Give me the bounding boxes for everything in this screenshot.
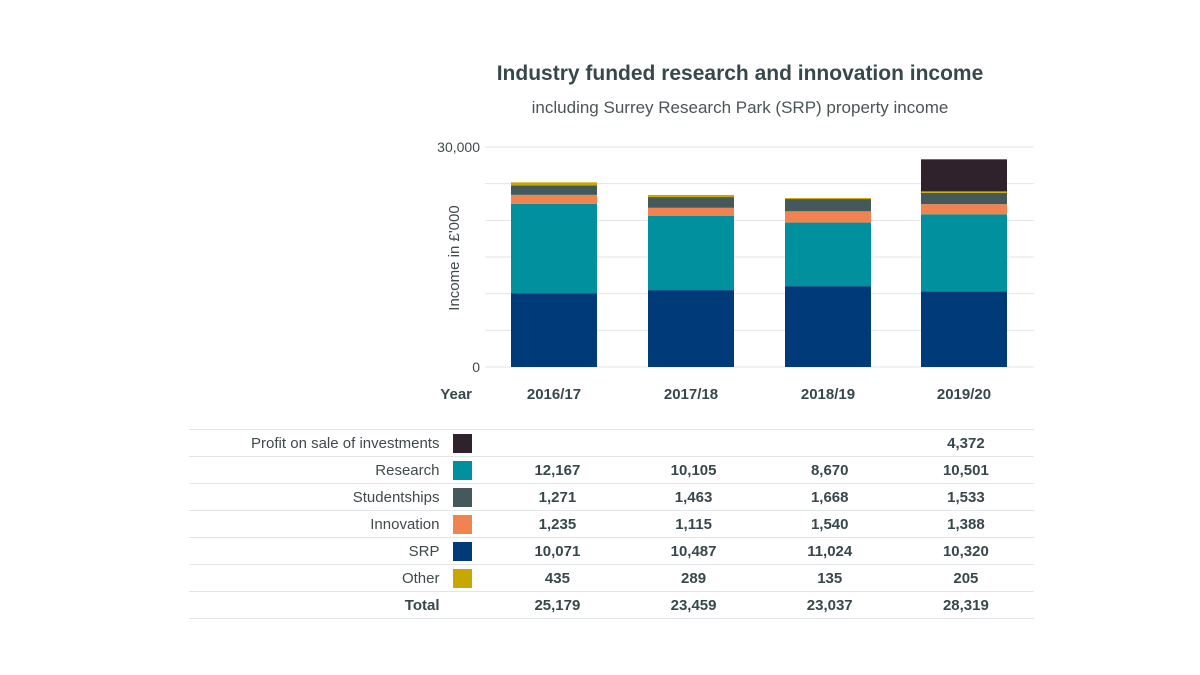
x-axis-label: Year	[440, 386, 472, 403]
bar-innovation-2016-17	[511, 194, 597, 204]
bar-srp-2016-17	[511, 293, 597, 367]
stacked-bar-chart: 30,000 0 Income in £'000 Year 2016/17 201…	[437, 139, 1034, 403]
row-label: Total	[189, 591, 452, 619]
legend-swatch-cell	[451, 564, 490, 592]
data-label: 10,320	[897, 537, 1034, 565]
row-label: Profit on sale of investments	[189, 429, 452, 457]
bar-profit-on-sale-of-investments-2019-20	[921, 159, 1007, 192]
y-axis-label: Income in £'000	[446, 205, 463, 310]
data-label: 435	[489, 564, 626, 592]
bar-other-2017-18	[648, 194, 734, 198]
data-label: 23,037	[761, 591, 898, 619]
bar-research-2019-20	[921, 214, 1007, 292]
data-label: 1,115	[625, 510, 762, 538]
legend-swatch	[453, 433, 473, 453]
row-label: Innovation	[189, 510, 452, 538]
data-label: 1,271	[489, 483, 626, 511]
data-label: 23,459	[625, 591, 762, 619]
row-label: Other	[189, 564, 452, 592]
bar-research-2018-19	[785, 222, 871, 287]
y-tick-zero: 0	[472, 359, 480, 375]
row-label: SRP	[189, 537, 452, 565]
data-label	[489, 429, 626, 457]
data-label: 12,167	[489, 456, 626, 484]
bar-innovation-2018-19	[785, 211, 871, 223]
legend-swatch	[453, 541, 473, 561]
table-row: Research 12,167 10,105 8,670 10,501	[189, 456, 1034, 484]
table-row: Studentships 1,271 1,463 1,668 1,533	[189, 483, 1034, 511]
bar-innovation-2019-20	[921, 204, 1007, 215]
legend-swatch-cell	[451, 483, 490, 511]
data-label: 1,388	[897, 510, 1034, 538]
legend-swatch	[453, 487, 473, 507]
data-label: 10,105	[625, 456, 762, 484]
legend-swatch-cell	[451, 510, 490, 538]
x-tick-label: 2018/19	[801, 386, 855, 403]
bar-studentships-2018-19	[785, 199, 871, 212]
data-label: 1,533	[897, 483, 1034, 511]
bar-research-2016-17	[511, 203, 597, 294]
bar-other-2019-20	[921, 191, 1007, 193]
x-tick-label: 2016/17	[527, 386, 581, 403]
table-row: Innovation 1,235 1,115 1,540 1,388	[189, 510, 1034, 538]
data-label: 1,463	[625, 483, 762, 511]
data-label: 10,071	[489, 537, 626, 565]
legend-swatch	[453, 514, 473, 534]
legend-swatch-cell	[451, 456, 490, 484]
data-label: 289	[625, 564, 762, 592]
bar-studentships-2019-20	[921, 192, 1007, 205]
bar-research-2017-18	[648, 215, 734, 291]
data-label: 1,235	[489, 510, 626, 538]
data-label: 4,372	[897, 429, 1034, 457]
table-row-total: Total 25,179 23,459 23,037 28,319	[189, 591, 1034, 619]
table-row: Other 435 289 135 205	[189, 564, 1034, 592]
row-label: Research	[189, 456, 452, 484]
x-tick-label: 2019/20	[937, 386, 991, 403]
legend-swatch-cell	[451, 429, 490, 457]
chart-title: Industry funded research and innovation …	[496, 62, 984, 85]
legend-swatch-cell	[451, 591, 490, 619]
bar-srp-2018-19	[785, 286, 871, 367]
x-tick-labels: 2016/17 2017/18 2018/19 2019/20	[527, 386, 991, 403]
legend-swatch-cell	[451, 537, 490, 565]
bar-innovation-2017-18	[648, 207, 734, 216]
y-tick-max: 30,000	[437, 139, 480, 155]
bar-srp-2019-20	[921, 291, 1007, 367]
bars	[511, 159, 1007, 367]
data-label: 205	[897, 564, 1034, 592]
chart-subtitle: including Surrey Research Park (SRP) pro…	[531, 98, 949, 117]
bar-srp-2017-18	[648, 290, 734, 367]
row-label: Studentships	[189, 483, 452, 511]
table-row: SRP 10,071 10,487 11,024 10,320	[189, 537, 1034, 565]
data-table: Profit on sale of investments 4,372 Resear…	[189, 429, 1034, 619]
bar-studentships-2016-17	[511, 185, 597, 195]
data-label: 1,540	[761, 510, 898, 538]
table-row: Profit on sale of investments 4,372	[189, 429, 1034, 457]
bar-studentships-2017-18	[648, 197, 734, 208]
data-label	[761, 429, 898, 457]
data-label: 11,024	[761, 537, 898, 565]
data-label: 10,487	[625, 537, 762, 565]
data-label: 25,179	[489, 591, 626, 619]
data-label: 8,670	[761, 456, 898, 484]
legend-swatch	[453, 460, 473, 480]
data-label: 1,668	[761, 483, 898, 511]
data-label: 135	[761, 564, 898, 592]
legend-swatch	[453, 568, 473, 588]
data-label	[625, 429, 762, 457]
data-label: 28,319	[897, 591, 1034, 619]
bar-other-2018-19	[785, 198, 871, 200]
bar-other-2016-17	[511, 182, 597, 186]
x-tick-label: 2017/18	[664, 386, 718, 403]
data-label: 10,501	[897, 456, 1034, 484]
